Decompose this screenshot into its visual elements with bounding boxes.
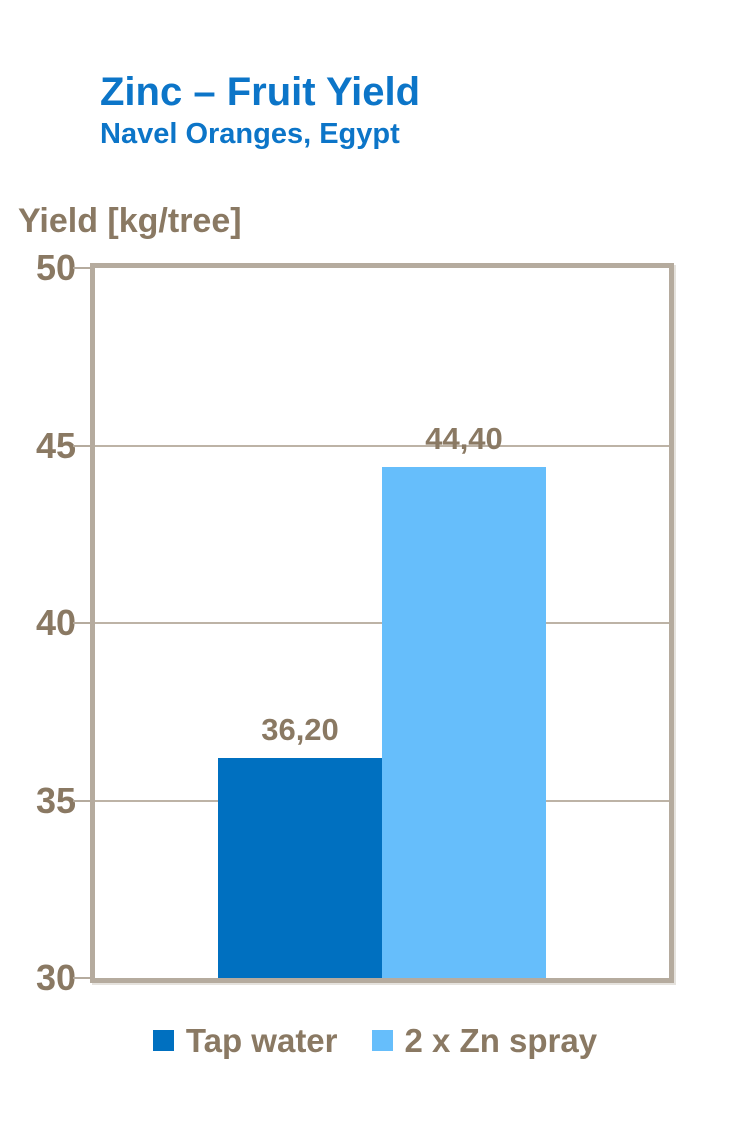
bar-2-x-zn-spray <box>382 466 546 978</box>
chart-subtitle: Navel Oranges, Egypt <box>100 118 400 150</box>
y-tick-label: 45 <box>35 424 76 466</box>
bar-value-label: 36,20 <box>261 711 339 747</box>
bar-tap-water <box>218 757 382 978</box>
y-tick-mark <box>73 977 90 979</box>
legend-swatch-icon <box>371 1030 393 1051</box>
y-tick-label: 30 <box>35 957 76 998</box>
gridline <box>95 444 669 447</box>
legend-item-2-x-zn-spray: 2 x Zn spray <box>371 1022 598 1059</box>
y-tick-label: 35 <box>35 779 76 821</box>
bar-value-label: 44,40 <box>425 420 503 456</box>
legend-swatch-icon <box>152 1030 174 1051</box>
y-tick-mark <box>73 799 90 802</box>
y-tick-mark <box>73 444 90 447</box>
y-axis-title: Yield [kg/tree] <box>18 202 242 240</box>
title-block: Zinc – Fruit Yield Navel Oranges, Egypt <box>100 70 420 151</box>
y-tick-label: 40 <box>35 602 76 643</box>
legend-item-tap-water: Tap water <box>152 1022 338 1059</box>
legend: Tap water 2 x Zn spray <box>0 1024 750 1057</box>
legend-label: Tap water <box>185 1022 338 1059</box>
legend-label: 2 x Zn spray <box>404 1022 598 1059</box>
y-tick-mark <box>73 622 90 624</box>
chart-title: Zinc – Fruit Yield <box>100 70 421 114</box>
y-tick-label: 50 <box>35 247 76 288</box>
y-tick-mark <box>73 267 90 269</box>
